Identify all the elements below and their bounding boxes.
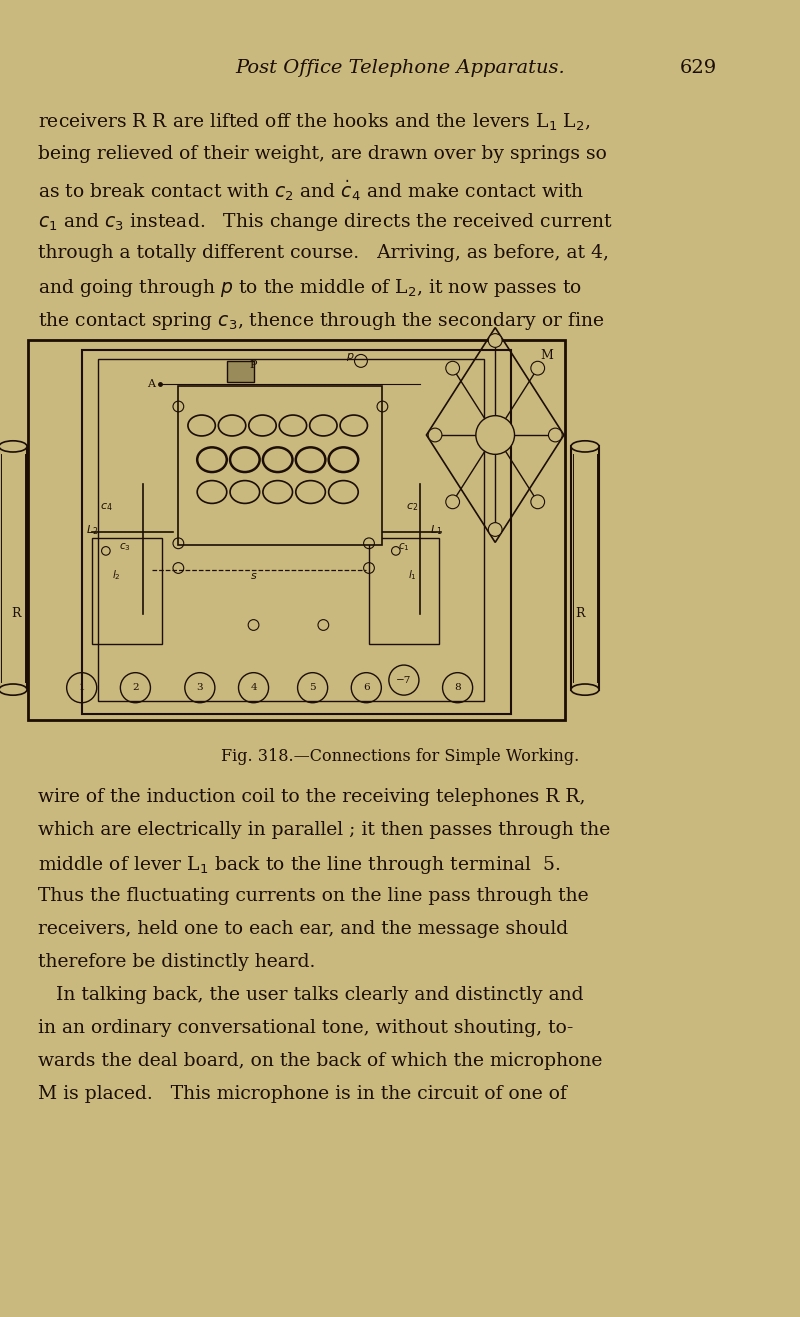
Text: $c_1$ and $c_3$ instead.   This change directs the received current: $c_1$ and $c_3$ instead. This change dir… [38,211,613,233]
Bar [226,361,254,382]
Text: $s$: $s$ [250,570,258,581]
Circle shape [549,428,562,443]
Text: receivers, held one to each ear, and the message should: receivers, held one to each ear, and the… [38,921,568,938]
Text: −7: −7 [396,676,411,685]
Text: $p$: $p$ [346,352,354,363]
Ellipse shape [0,684,27,695]
Circle shape [488,523,502,536]
Text: middle of lever L$_1$ back to the line through terminal  5.: middle of lever L$_1$ back to the line t… [38,853,560,876]
Text: 5: 5 [310,684,316,693]
Text: $L_2$: $L_2$ [86,523,98,537]
Text: $c_1$: $c_1$ [398,541,410,553]
Text: in an ordinary conversational tone, without shouting, to-: in an ordinary conversational tone, with… [38,1019,574,1036]
Text: 3: 3 [197,684,203,693]
Text: 2: 2 [132,684,138,693]
Bar [178,386,382,545]
Bar [98,360,485,701]
Text: P: P [250,360,258,370]
Text: M: M [540,349,553,362]
Text: Thus the fluctuating currents on the line pass through the: Thus the fluctuating currents on the lin… [38,888,589,905]
Text: Fig. 318.—Connections for Simple Working.: Fig. 318.—Connections for Simple Working… [221,748,579,765]
Bar [369,537,439,644]
Text: and going through $p$ to the middle of L$_2$, it now passes to: and going through $p$ to the middle of L… [38,277,582,299]
Text: A: A [147,379,155,389]
Text: 1: 1 [78,684,85,693]
Bar [82,349,511,714]
Text: $c_4$: $c_4$ [99,502,112,514]
Text: 6: 6 [363,684,370,693]
Text: $L_1$: $L_1$ [430,523,442,537]
Text: which are electrically in parallel ; it then passes through the: which are electrically in parallel ; it … [38,820,610,839]
Circle shape [531,495,545,508]
Text: $l_1$: $l_1$ [407,569,416,582]
Text: $c_2$: $c_2$ [406,502,418,514]
Text: being relieved of their weight, are drawn over by springs so: being relieved of their weight, are draw… [38,145,607,163]
Circle shape [446,495,459,508]
Bar [28,340,565,720]
Text: 4: 4 [250,684,257,693]
Circle shape [531,361,545,375]
Text: as to break contact with $c_2$ and $\dot{c}_4$ and make contact with: as to break contact with $c_2$ and $\dot… [38,178,584,203]
Text: $l_2$: $l_2$ [112,569,121,582]
Text: R: R [11,607,21,620]
Text: receivers R R are lifted off the hooks and the levers L$_1$ L$_2$,: receivers R R are lifted off the hooks a… [38,112,590,133]
Text: R: R [575,607,585,620]
Text: through a totally different course.   Arriving, as before, at 4,: through a totally different course. Arri… [38,244,609,262]
Circle shape [476,416,514,454]
Text: 8: 8 [454,684,461,693]
Circle shape [488,333,502,348]
Text: therefore be distinctly heard.: therefore be distinctly heard. [38,954,315,971]
Text: M is placed.   This microphone is in the circuit of one of: M is placed. This microphone is in the c… [38,1085,567,1104]
Bar [571,446,599,690]
Text: Post Office Telephone Apparatus.: Post Office Telephone Apparatus. [235,59,565,76]
Bar [93,537,162,644]
Circle shape [428,428,442,443]
Bar [0,446,27,690]
Text: the contact spring $c_3$, thence through the secondary or fine: the contact spring $c_3$, thence through… [38,309,605,332]
Ellipse shape [571,441,599,452]
Text: 629: 629 [680,59,718,76]
Ellipse shape [0,441,27,452]
Circle shape [446,361,459,375]
Text: wire of the induction coil to the receiving telephones R R,: wire of the induction coil to the receiv… [38,788,586,806]
Ellipse shape [571,684,599,695]
Text: In talking back, the user talks clearly and distinctly and: In talking back, the user talks clearly … [38,986,583,1004]
Text: $c_3$: $c_3$ [118,541,130,553]
Text: wards the deal board, on the back of which the microphone: wards the deal board, on the back of whi… [38,1052,602,1069]
